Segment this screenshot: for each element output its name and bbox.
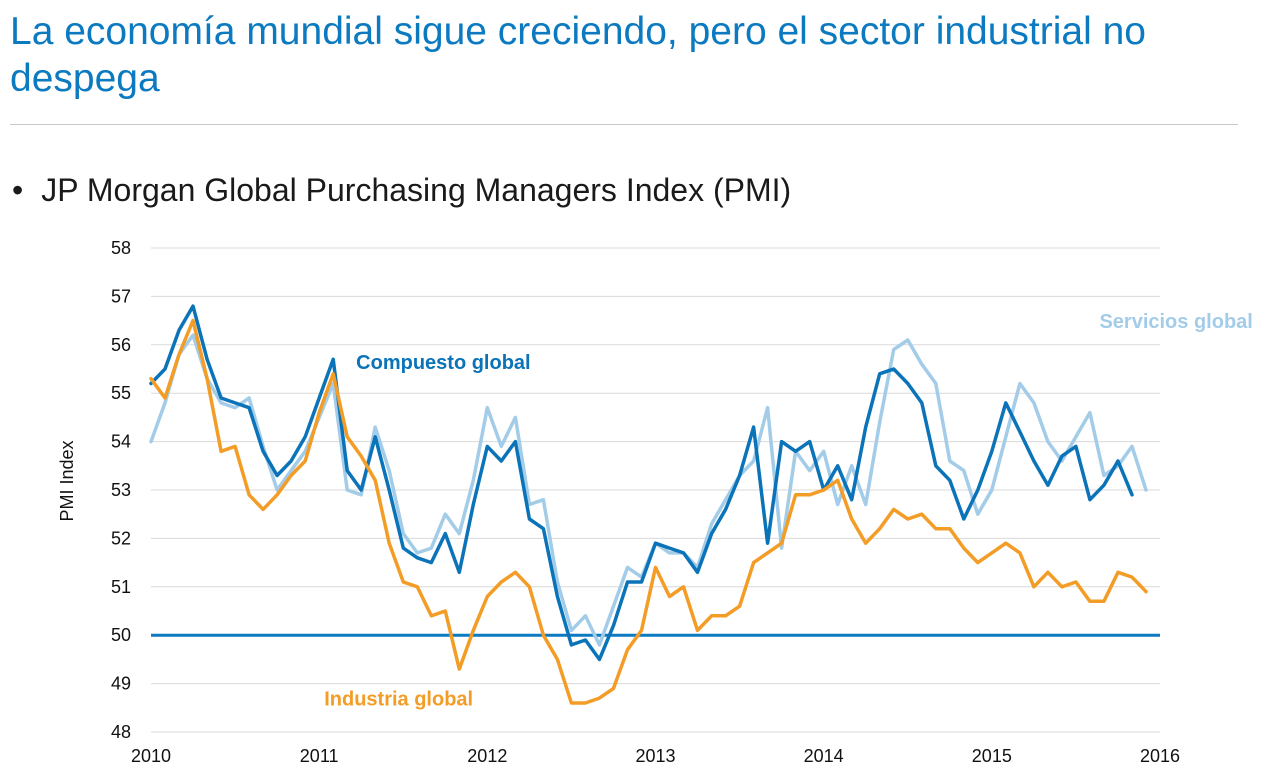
- x-tick-label-2016: 2016: [1140, 746, 1180, 766]
- x-tick-label-2014: 2014: [804, 746, 844, 766]
- y-tick-label-48: 48: [111, 722, 131, 742]
- chart-grid: [151, 247, 1160, 733]
- y-axis-label: PMI Index: [57, 440, 77, 521]
- y-axis-ticks: 48 49 50 51 52 53 54 55 56 57 58: [111, 238, 131, 742]
- series-label-servicios-global: Servicios global: [1099, 311, 1252, 333]
- y-tick-label-50: 50: [111, 625, 131, 645]
- y-tick-label-57: 57: [111, 286, 131, 306]
- series-label-compuesto-global: Compuesto global: [356, 352, 530, 374]
- y-tick-label-53: 53: [111, 480, 131, 500]
- series-labels: Compuesto global Servicios global Industri…: [324, 311, 1253, 711]
- bullet-text: JP Morgan Global Purchasing Managers Ind…: [41, 172, 792, 208]
- y-tick-label-56: 56: [111, 335, 131, 355]
- series-label-industria-global: Industria global: [324, 688, 473, 710]
- series-lines: [149, 304, 1148, 705]
- y-tick-label-58: 58: [111, 238, 131, 258]
- y-tick-label-54: 54: [111, 432, 131, 452]
- x-tick-label-2011: 2011: [300, 746, 339, 766]
- title-divider: [10, 124, 1238, 125]
- series-line-compuesto-global: [149, 304, 1134, 662]
- x-tick-label-2013: 2013: [635, 746, 675, 766]
- slide-title: La economía mundial sigue creciendo, per…: [10, 10, 1146, 100]
- x-tick-label-2010: 2010: [131, 746, 171, 766]
- bullet-item: • JP Morgan Global Purchasing Managers In…: [12, 172, 791, 209]
- bullet-marker: •: [12, 172, 24, 208]
- y-tick-label-51: 51: [111, 577, 131, 597]
- series-line-industria-global: [149, 318, 1148, 705]
- x-tick-label-2015: 2015: [972, 746, 1012, 766]
- y-tick-label-52: 52: [111, 528, 131, 548]
- y-tick-label-55: 55: [111, 383, 131, 403]
- x-tick-label-2012: 2012: [467, 746, 507, 766]
- x-axis-ticks: 2010 2011 2012 2013 2014 2015 2016: [131, 746, 1180, 766]
- y-tick-label-49: 49: [111, 674, 131, 694]
